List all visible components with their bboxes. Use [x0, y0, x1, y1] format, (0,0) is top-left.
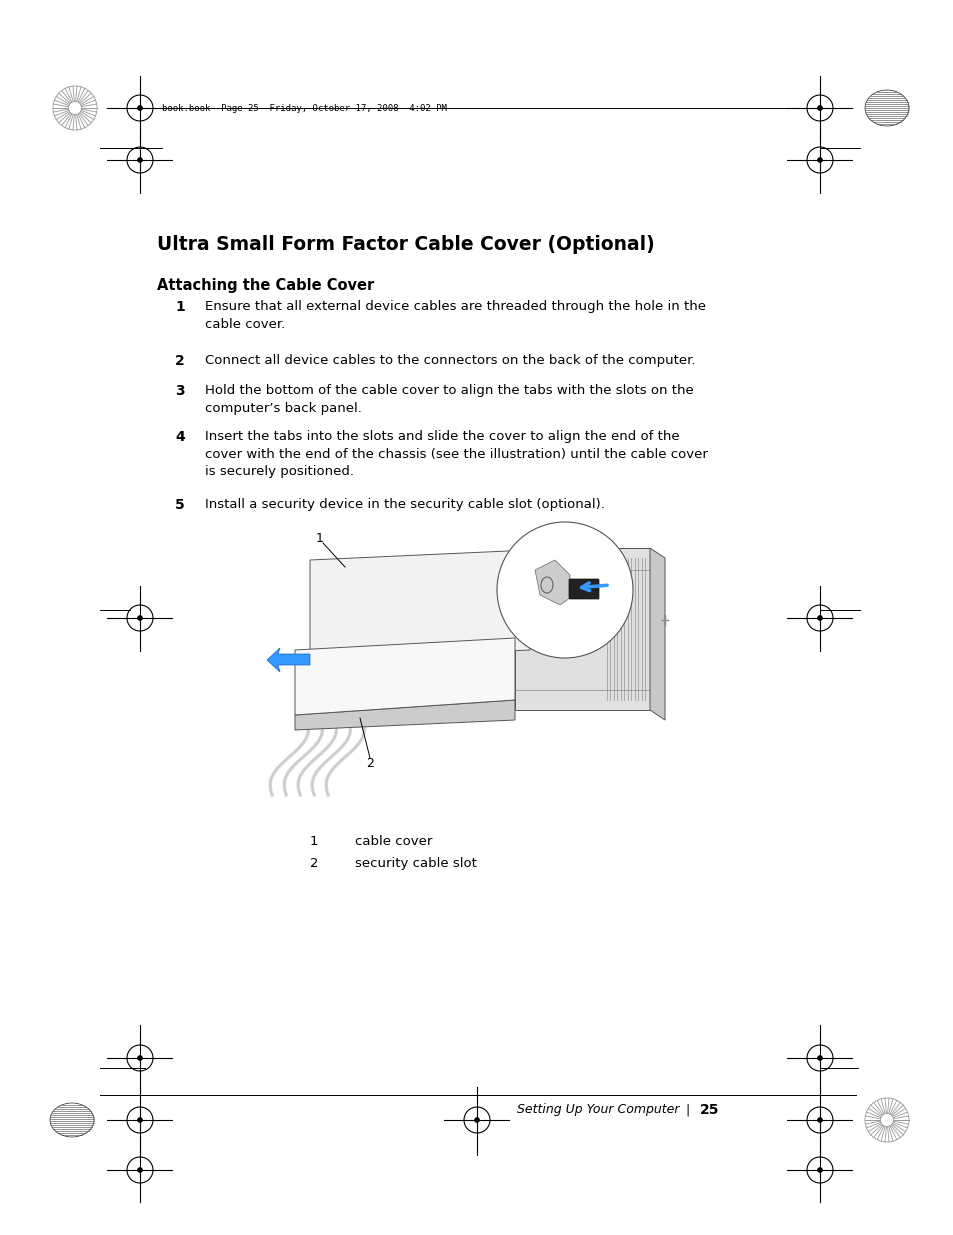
Text: Insert the tabs into the slots and slide the cover to align the end of the
cover: Insert the tabs into the slots and slide… [205, 430, 707, 478]
Text: book.book  Page 25  Friday, October 17, 2008  4:02 PM: book.book Page 25 Friday, October 17, 20… [162, 104, 446, 112]
Text: Attaching the Cable Cover: Attaching the Cable Cover [157, 278, 374, 293]
Text: 4: 4 [175, 430, 185, 445]
Circle shape [817, 157, 822, 163]
Text: Connect all device cables to the connectors on the back of the computer.: Connect all device cables to the connect… [205, 354, 695, 367]
Circle shape [497, 522, 633, 658]
Text: 1: 1 [310, 835, 318, 848]
Circle shape [137, 1118, 143, 1123]
Polygon shape [649, 548, 664, 720]
FancyArrowPatch shape [581, 583, 607, 590]
Polygon shape [310, 550, 530, 659]
Text: Setting Up Your Computer: Setting Up Your Computer [517, 1104, 679, 1116]
Circle shape [69, 101, 82, 115]
Text: security cable slot: security cable slot [355, 857, 476, 869]
Text: cable cover: cable cover [355, 835, 432, 848]
FancyBboxPatch shape [568, 579, 598, 599]
Text: Install a security device in the security cable slot (optional).: Install a security device in the securit… [205, 498, 604, 511]
Polygon shape [267, 648, 310, 672]
Circle shape [137, 1167, 143, 1173]
Text: 2: 2 [175, 354, 185, 368]
Circle shape [137, 615, 143, 621]
Text: 1: 1 [175, 300, 185, 314]
Text: 2: 2 [310, 857, 318, 869]
Circle shape [137, 157, 143, 163]
Circle shape [817, 1055, 822, 1061]
Circle shape [817, 1167, 822, 1173]
Polygon shape [294, 650, 310, 715]
Circle shape [137, 105, 143, 111]
Text: Ensure that all external device cables are threaded through the hole in the
cabl: Ensure that all external device cables a… [205, 300, 705, 331]
Circle shape [474, 1118, 479, 1123]
Text: 5: 5 [175, 498, 185, 513]
Text: 3: 3 [175, 384, 185, 398]
Polygon shape [515, 548, 649, 710]
Polygon shape [294, 638, 515, 715]
Text: 2: 2 [366, 757, 374, 769]
Text: Ultra Small Form Factor Cable Cover (Optional): Ultra Small Form Factor Cable Cover (Opt… [157, 235, 654, 254]
Text: |: | [685, 1104, 689, 1116]
Circle shape [137, 1055, 143, 1061]
Text: Hold the bottom of the cable cover to align the tabs with the slots on the
compu: Hold the bottom of the cable cover to al… [205, 384, 693, 415]
Text: 25: 25 [700, 1103, 719, 1116]
Circle shape [817, 105, 822, 111]
Polygon shape [535, 559, 569, 605]
Polygon shape [294, 700, 515, 730]
Text: 1: 1 [315, 531, 324, 545]
Circle shape [817, 1118, 822, 1123]
Circle shape [817, 615, 822, 621]
Circle shape [880, 1114, 893, 1126]
